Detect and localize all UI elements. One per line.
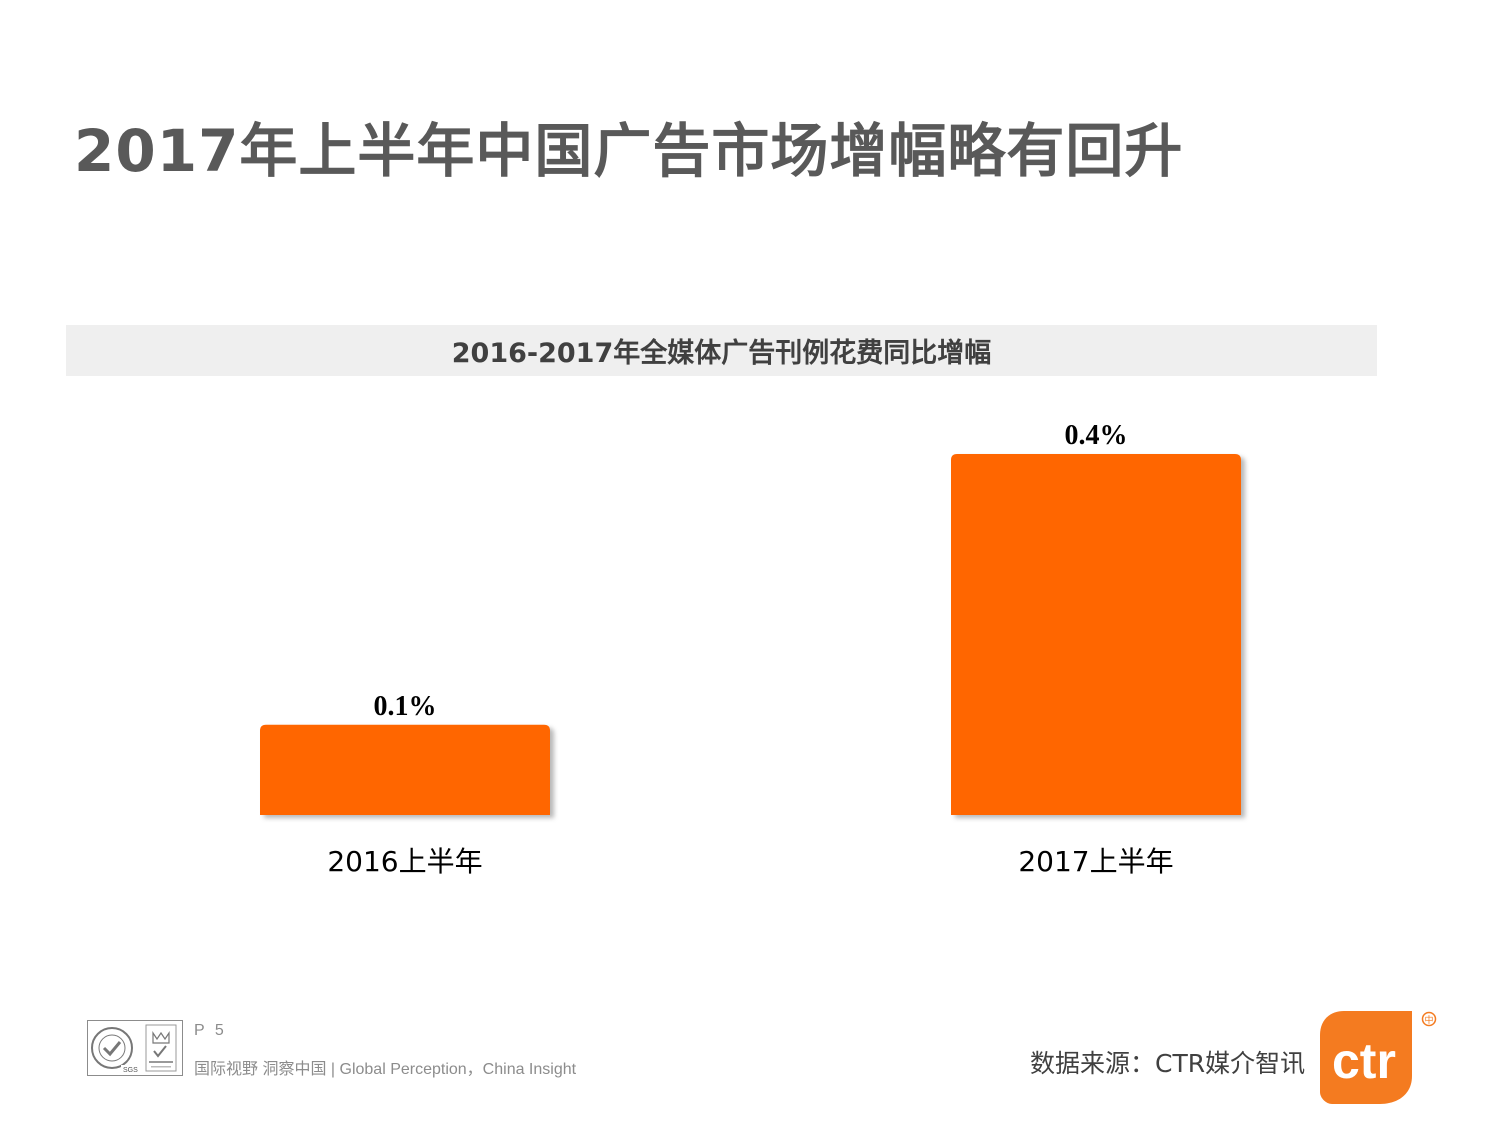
data-label: 0.4% bbox=[1065, 420, 1128, 451]
certification-badges: SGS bbox=[87, 1020, 183, 1076]
category-label: 2016上半年 bbox=[327, 845, 482, 878]
sgs-cert-icon: SGS bbox=[91, 1027, 141, 1074]
logo-registered-mark: 中 bbox=[1424, 1014, 1433, 1026]
chart-title: 2016-2017年全媒体广告刊例花费同比增幅 bbox=[451, 338, 992, 369]
chart-title-bar: 2016-2017年全媒体广告刊例花费同比增幅 bbox=[66, 325, 1377, 376]
bar-2017上半年 bbox=[951, 454, 1241, 815]
data-source: 数据来源：CTR媒介智讯 bbox=[1030, 1049, 1306, 1078]
bar-2016上半年 bbox=[260, 724, 550, 815]
ukas-cert-icon bbox=[145, 1024, 177, 1072]
page-number: P 5 bbox=[194, 1022, 227, 1039]
ctr-logo: ctr 中 bbox=[1320, 1011, 1437, 1104]
ctr-logo-text: ctr bbox=[1332, 1033, 1396, 1089]
page-title: 2017年上半年中国广告市场增幅略有回升 bbox=[74, 117, 1184, 185]
footer-slogan: 国际视野 洞察中国 | Global Perception，China Insi… bbox=[194, 1061, 577, 1078]
svg-text:SGS: SGS bbox=[123, 1067, 138, 1074]
category-label: 2017上半年 bbox=[1018, 845, 1173, 878]
data-label: 0.1% bbox=[374, 691, 437, 722]
